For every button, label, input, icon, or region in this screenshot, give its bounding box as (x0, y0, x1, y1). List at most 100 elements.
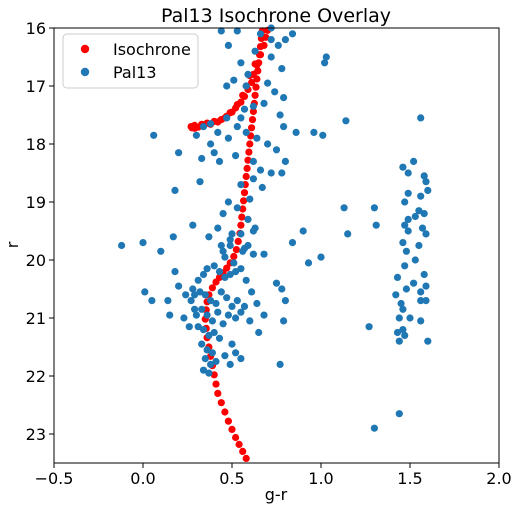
pal13-point (198, 154, 206, 163)
pal13-point (322, 53, 330, 61)
pal13-point (304, 259, 313, 267)
pal13-point (232, 349, 240, 357)
pal13-point (418, 224, 427, 232)
pal13-point (267, 36, 275, 44)
pal13-point (226, 241, 234, 250)
pal13-point (196, 178, 204, 186)
pal13-point (223, 114, 231, 122)
pal13-point (224, 198, 232, 206)
pal13-point (210, 262, 218, 270)
pal13-point (233, 204, 241, 212)
pal13-point (232, 152, 240, 160)
pal13-point (208, 317, 216, 325)
isochrone-point (232, 433, 240, 442)
pal13-point (274, 41, 282, 50)
pal13-point (232, 268, 240, 276)
isochrone-point (223, 264, 231, 272)
isochrone-point (251, 91, 259, 99)
isochrone-point (237, 98, 245, 106)
pal13-point (232, 314, 240, 322)
legend-isochrone-label: Isochrone (113, 40, 191, 59)
pal13-point (422, 230, 430, 238)
pal13-point (150, 131, 158, 139)
pal13-point (228, 340, 236, 348)
x-axis-title: g-r (265, 485, 288, 504)
pal13-point (399, 305, 407, 313)
pal13-point (242, 128, 250, 136)
pal13-point (166, 311, 174, 319)
pal13-point (141, 288, 149, 296)
pal13-point (221, 273, 229, 281)
isochrone-point (230, 252, 238, 261)
pal13-point (392, 291, 400, 299)
pal13-point (205, 233, 213, 241)
y-tick-label: 19 (26, 193, 46, 212)
pal13-point (310, 128, 318, 136)
pal13-point (249, 157, 257, 165)
pal13-point (420, 172, 428, 180)
pal13-point (404, 215, 412, 223)
isochrone-point (232, 104, 240, 112)
pal13-point (404, 169, 412, 177)
pal13-point (221, 253, 229, 261)
pal13-point (226, 360, 234, 368)
y-tick-label: 17 (26, 77, 46, 96)
pal13-point (281, 297, 289, 305)
pal13-point (267, 53, 275, 61)
pal13-point (417, 114, 425, 122)
pal13-point (411, 212, 419, 221)
x-tick-label: 1.5 (397, 469, 422, 488)
pal13-point (248, 288, 256, 296)
isochrone-point (212, 380, 220, 388)
pal13-point (157, 247, 165, 255)
plot-frame (53, 27, 500, 464)
isochrone-point (248, 78, 256, 87)
pal13-point (212, 357, 220, 366)
isochrone-point (260, 41, 268, 50)
pal13-point (372, 221, 380, 229)
isochrone-point (240, 189, 249, 197)
isochrone-point (217, 399, 225, 407)
pal13-point (281, 36, 289, 44)
pal13-point (203, 346, 211, 354)
x-tick-label: −0.5 (35, 469, 74, 488)
isochrone-point (226, 109, 234, 117)
pal13-point (237, 181, 245, 189)
pal13-point (191, 305, 199, 313)
pal13-point (192, 311, 200, 319)
isochrone-point (235, 440, 243, 448)
pal13-point (244, 215, 252, 223)
pal13-point (139, 239, 147, 247)
pal13-point (260, 250, 268, 258)
pal13-point (219, 320, 227, 328)
y-axis-title: r (3, 241, 22, 248)
pal13-point (237, 355, 245, 363)
y-axis: 16 17 18 19 20 21 22 23 (26, 19, 54, 444)
y-tick-label: 20 (26, 251, 46, 270)
isochrone-point (249, 107, 257, 116)
pal13-point (203, 311, 211, 319)
pal13-point (246, 317, 254, 325)
pal13-point (191, 291, 199, 299)
pal13-point (187, 297, 195, 305)
isochrone-point (237, 221, 245, 229)
pal13-point (399, 163, 407, 171)
pal13-point (299, 227, 307, 235)
isochrone-point (243, 164, 251, 172)
pal13-point (224, 311, 232, 319)
x-tick-label: 0.5 (219, 469, 244, 488)
pal13-point (240, 302, 249, 310)
marks-layer (118, 24, 432, 462)
isochrone-point (238, 213, 246, 221)
pal13-point (422, 178, 430, 186)
pal13-point (217, 27, 225, 35)
pal13-point (321, 59, 329, 67)
pal13-point (226, 270, 234, 279)
pal13-point (244, 70, 252, 78)
pal13-point (256, 30, 265, 38)
pal13-point (226, 236, 234, 244)
isochrone-point (248, 116, 257, 124)
pal13-point (201, 291, 209, 299)
pal13-point (404, 227, 412, 235)
